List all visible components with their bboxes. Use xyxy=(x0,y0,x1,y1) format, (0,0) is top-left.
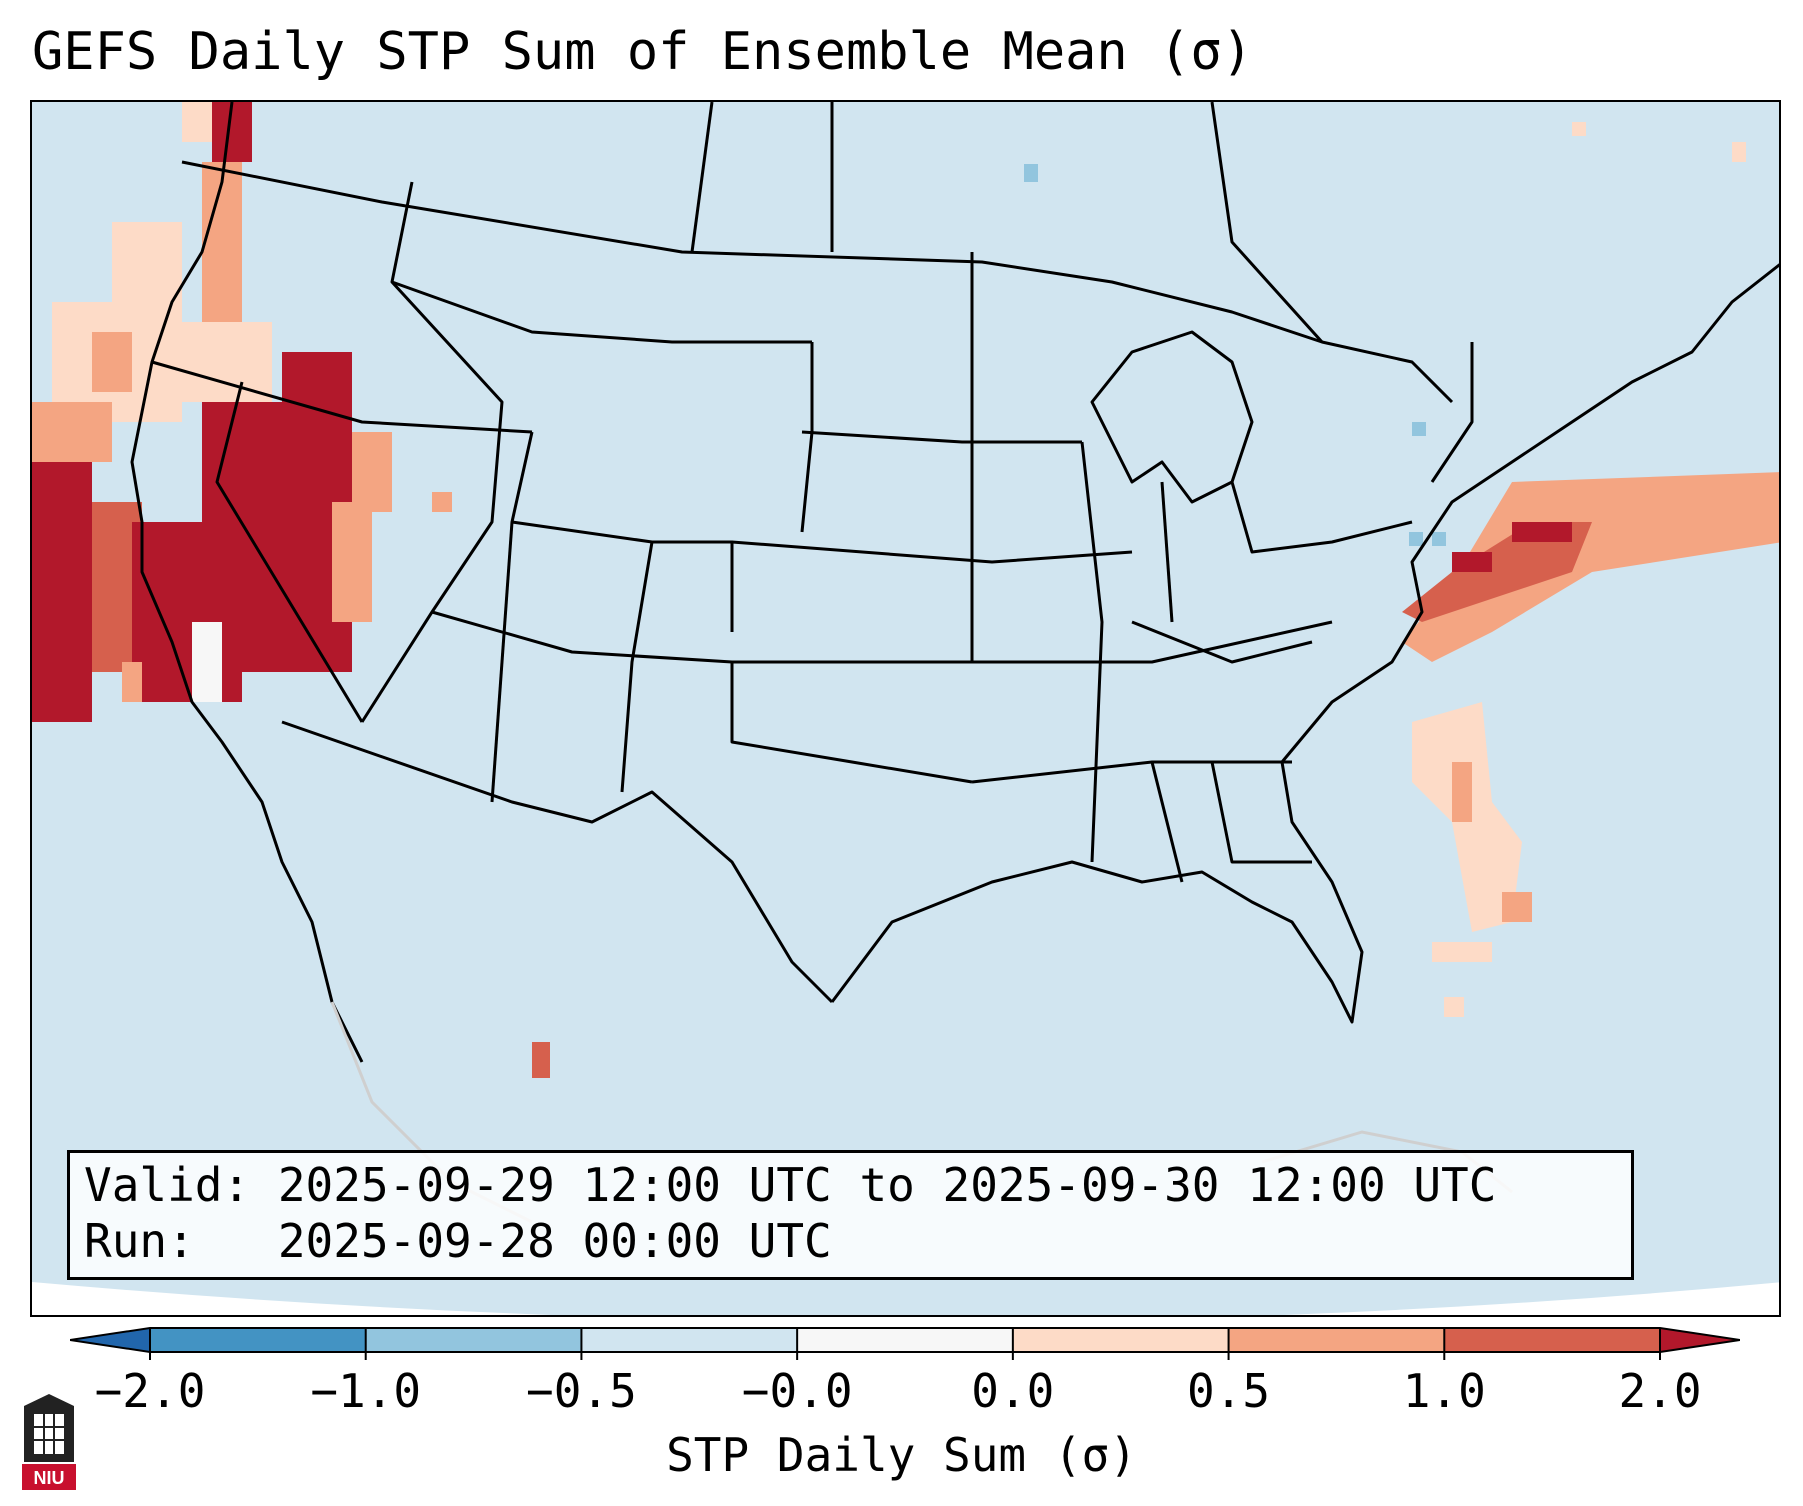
valid-time-text: Valid: 2025-09-29 12:00 UTC to 2025-09-3… xyxy=(84,1158,1497,1212)
west-coastline xyxy=(130,102,364,1063)
niu-logo: NIU xyxy=(22,1394,76,1490)
gulf-coastline xyxy=(830,761,1364,1024)
map-panel xyxy=(30,100,1781,1317)
run-time-text: Run: 2025-09-28 00:00 UTC xyxy=(84,1214,832,1268)
colorbar-tick-label: 1.0 xyxy=(1402,1364,1486,1418)
colorbar-tick-label: 0.0 xyxy=(971,1364,1055,1418)
anomaly-ohio xyxy=(1412,422,1426,436)
colorbar-bin xyxy=(1444,1328,1661,1352)
figure-title: GEFS Daily STP Sum of Ensemble Mean (σ) xyxy=(32,22,1253,82)
anomaly-atlantic xyxy=(1402,122,1779,962)
colorbar-tick-label: −0.5 xyxy=(526,1364,637,1418)
colorbar-tick-label: 0.5 xyxy=(1187,1364,1271,1418)
colorbar-tick-label: −2.0 xyxy=(94,1364,206,1418)
boundaries xyxy=(130,102,1779,1063)
colorbar-tick-label: −0.0 xyxy=(741,1364,853,1418)
colorbar-bin xyxy=(365,1328,582,1352)
anomaly-mexico xyxy=(532,1042,550,1078)
colorbar-bin xyxy=(1228,1328,1445,1352)
anomaly-canada xyxy=(1024,164,1038,182)
colorbar-under-arrow xyxy=(70,1328,150,1352)
logo-text: NIU xyxy=(34,1468,65,1488)
colorbar-tick-label: 2.0 xyxy=(1618,1364,1702,1418)
anomaly-wv xyxy=(1409,532,1423,546)
colorbar-label: STP Daily Sum (σ) xyxy=(666,1428,1137,1482)
anomaly-florida xyxy=(1444,997,1464,1017)
map-canvas xyxy=(32,102,1779,1315)
colorbar-bin xyxy=(1012,1328,1230,1352)
east-coastline xyxy=(1280,263,1779,763)
colorbar-over-arrow xyxy=(1660,1328,1740,1352)
validity-info-box: Valid: 2025-09-29 12:00 UTC to 2025-09-3… xyxy=(67,1150,1634,1280)
us-mexico-border xyxy=(281,720,834,1004)
map-projection-area xyxy=(32,102,1779,1315)
colorbar-tick-label: −1.0 xyxy=(310,1364,422,1418)
colorbar xyxy=(70,1327,1740,1360)
colorbar-bin xyxy=(581,1328,798,1352)
colorbar-bin xyxy=(150,1328,367,1352)
colorbar-bin xyxy=(797,1328,1014,1352)
us-canada-border xyxy=(181,160,1454,404)
